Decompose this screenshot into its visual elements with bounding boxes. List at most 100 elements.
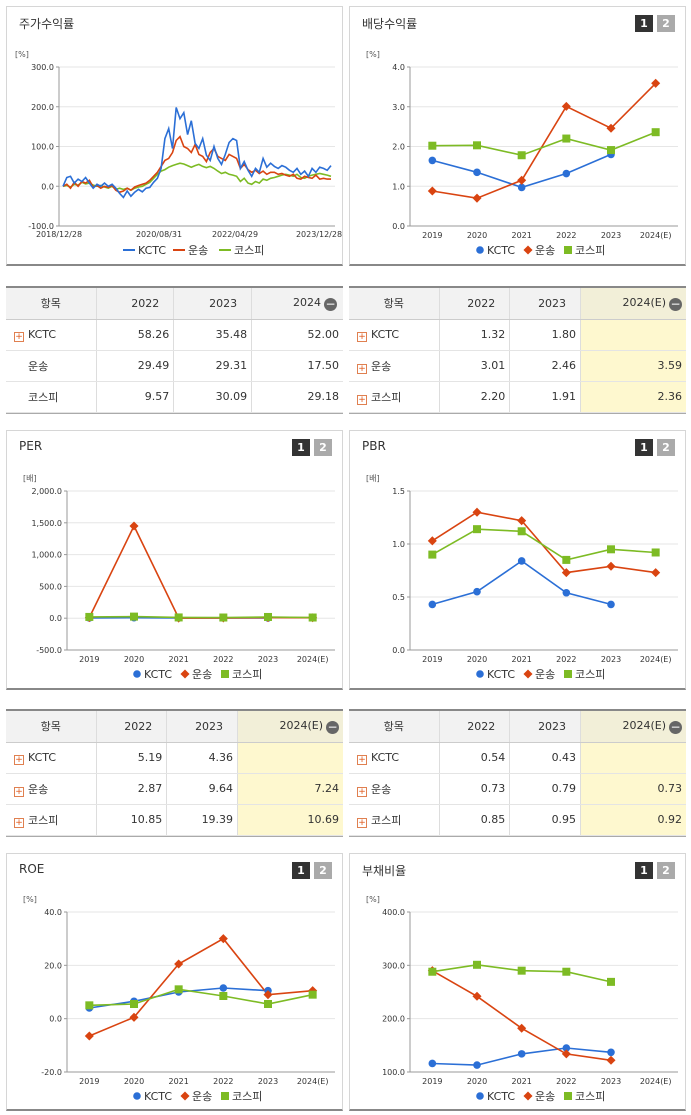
legend-item: 코스피 (564, 1090, 605, 1103)
y-tick-label: 0.5 (392, 593, 405, 602)
y-tick-label: 100.0 (382, 1068, 405, 1077)
legend-label: KCTC (487, 668, 515, 681)
x-tick-label: 2019 (422, 231, 442, 240)
data-point (523, 1091, 533, 1101)
data-point (517, 175, 527, 185)
expand-icon[interactable]: + (357, 363, 367, 374)
axis-unit: [배] (366, 474, 380, 483)
expand-icon[interactable]: + (357, 754, 367, 765)
expand-icon[interactable]: + (14, 754, 24, 765)
legend-label: KCTC (487, 244, 515, 257)
legend-item: 운송 (523, 668, 555, 681)
expand-icon[interactable]: + (357, 817, 367, 828)
y-tick-label: -100.0 (28, 222, 54, 231)
col-header-label: 2024(E) (622, 295, 666, 309)
legend-label: 코스피 (234, 244, 264, 257)
cell: 9.57 (96, 381, 175, 413)
row-label: 코스피 (371, 390, 402, 404)
x-tick-label: 2021 (511, 231, 531, 240)
data-point (473, 960, 481, 969)
data-point (427, 186, 437, 196)
y-tick-label: 400.0 (382, 908, 405, 917)
data-point (562, 588, 571, 597)
data-point (523, 669, 533, 679)
x-tick-label: 2020 (467, 231, 487, 240)
data-point (130, 1000, 138, 1008)
cell (237, 742, 343, 774)
cell: 0.73 (439, 773, 511, 805)
view-2-button[interactable]: 2 (314, 862, 332, 879)
col-header-label: 2024(E) (279, 718, 323, 732)
collapse-icon[interactable]: − (669, 719, 682, 734)
expand-icon[interactable]: + (14, 786, 24, 797)
legend-item: 운송 (180, 1090, 212, 1103)
data-point (428, 600, 437, 609)
y-tick-label: 300.0 (382, 961, 405, 970)
x-tick-label: 2022/04/29 (212, 230, 258, 239)
data-point (561, 1049, 571, 1059)
cell: 3.59 (580, 350, 686, 382)
view-1-button[interactable]: 1 (635, 862, 653, 879)
y-tick-label: 0.0 (49, 614, 62, 623)
table-row: + KCTC 5.19 4.36 (6, 742, 343, 774)
legend-item: 코스피 (564, 244, 605, 257)
expand-icon[interactable]: + (357, 331, 367, 342)
collapse-icon[interactable]: − (669, 296, 682, 311)
data-point (606, 561, 616, 571)
x-tick-label: 2021 (168, 655, 188, 664)
legend-label: 코스피 (575, 1090, 605, 1103)
x-tick-label: 2022 (213, 655, 233, 664)
panel-title: 배당수익률 (362, 17, 418, 31)
expand-icon[interactable]: + (14, 331, 24, 342)
x-tick-label: 2022 (213, 1077, 233, 1086)
roe-chart: [%] 40.0 20.0 0.0 -20.0 2019 2020 2021 2022 2023 2… (23, 895, 335, 1103)
row-label: 코스피 (28, 390, 59, 404)
data-point (523, 245, 533, 255)
data-point (85, 1001, 94, 1010)
col-header: 2023 (166, 711, 239, 743)
col-header: 2024(E) − (580, 288, 686, 320)
legend-item: KCTC (476, 1090, 515, 1103)
x-tick-label: 2022 (556, 231, 576, 240)
cell (580, 742, 686, 774)
legend-item: KCTC (476, 668, 515, 681)
expand-icon[interactable]: + (14, 817, 24, 828)
data-point (473, 587, 481, 596)
expand-icon[interactable]: + (357, 394, 367, 405)
x-tick-label: 2024(E) (297, 1077, 329, 1086)
series-line (431, 528, 656, 561)
collapse-icon[interactable]: − (324, 296, 337, 311)
data-point (607, 146, 615, 155)
cell: 10.85 (96, 804, 168, 836)
data-point (517, 557, 526, 565)
legend-label: KCTC (144, 668, 172, 681)
view-1-button[interactable]: 1 (635, 439, 653, 456)
table-row: + 운송 2.87 9.64 7.24 (6, 773, 343, 805)
data-point (180, 669, 190, 679)
view-1-button[interactable]: 1 (292, 439, 310, 456)
x-tick-label: 2023 (601, 1077, 621, 1086)
collapse-icon[interactable]: − (326, 719, 339, 734)
table-row: + 코스피 2.20 1.91 2.36 (349, 381, 686, 413)
view-2-button[interactable]: 2 (657, 15, 675, 32)
x-tick-label: 2024(E) (640, 231, 672, 240)
legend-item: KCTC (133, 1090, 172, 1103)
view-2-button[interactable]: 2 (657, 439, 675, 456)
y-tick-label: 0.0 (49, 1015, 62, 1024)
view-1-button[interactable]: 1 (635, 15, 653, 32)
cell (580, 319, 686, 351)
expand-icon[interactable]: + (357, 786, 367, 797)
col-header: 항목 (6, 288, 97, 320)
data-point (85, 612, 94, 621)
pbr-table: 항목 2022 2023 2024(E) − + KCTC 0.54 0.43 + 운송 0.73… (349, 709, 686, 837)
view-2-button[interactable]: 2 (314, 439, 332, 456)
view-2-button[interactable]: 2 (657, 862, 675, 879)
data-point (517, 966, 526, 975)
data-point (476, 246, 484, 254)
x-tick-label: 2020 (124, 655, 144, 664)
view-1-button[interactable]: 1 (292, 862, 310, 879)
x-tick-label: 2021 (168, 1077, 188, 1086)
panel-title: PER (19, 439, 43, 453)
